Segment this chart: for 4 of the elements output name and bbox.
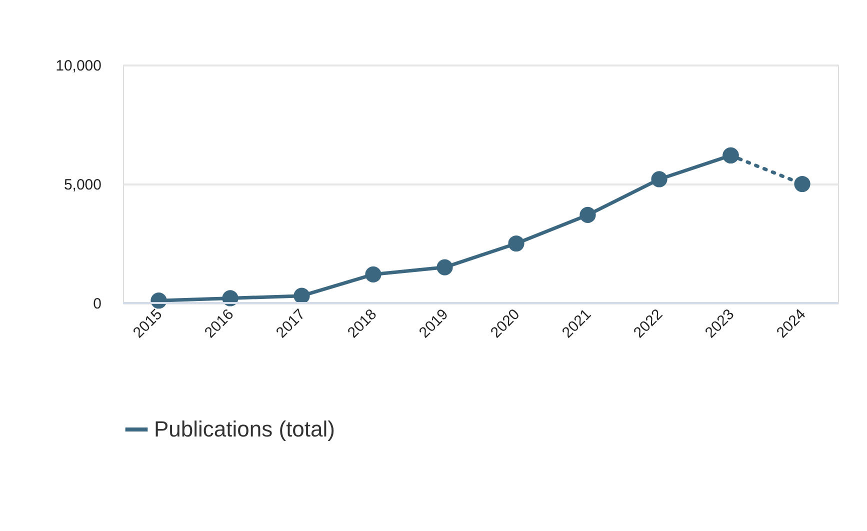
y-tick-label: 0: [93, 296, 102, 312]
y-tick-label: 10,000: [56, 58, 102, 74]
legend-label: Publications (total): [154, 416, 335, 442]
y-tick-label: 5,000: [64, 176, 102, 194]
